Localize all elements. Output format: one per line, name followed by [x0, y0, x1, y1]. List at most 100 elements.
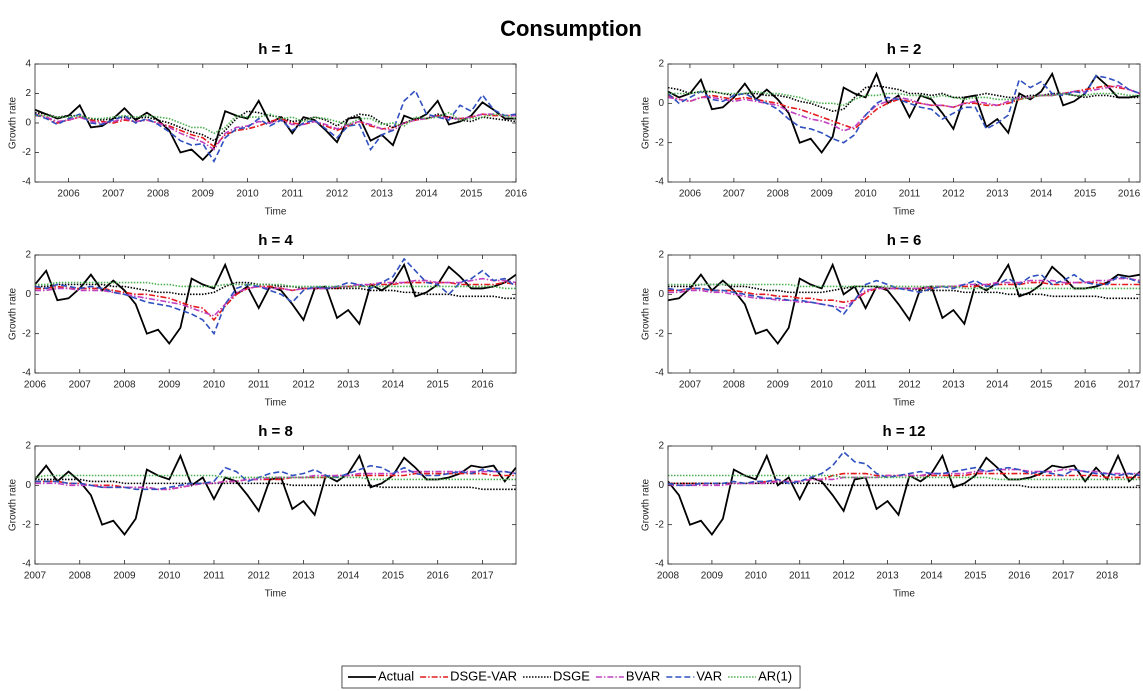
plot-area	[668, 64, 1140, 182]
legend-box	[341, 665, 801, 689]
series-line	[668, 450, 1140, 487]
y-tick-label: -2	[655, 328, 664, 339]
x-tick-label: 2009	[811, 189, 834, 200]
plot-frame	[667, 254, 1141, 374]
x-tick-label: 2008	[723, 380, 746, 391]
legend-label: VAR	[696, 668, 722, 683]
y-tick-label: -2	[655, 137, 664, 148]
x-axis-label: Time	[265, 589, 287, 600]
y-tick-label: -4	[655, 559, 664, 570]
series-line	[35, 474, 516, 481]
series-line	[668, 84, 1140, 113]
series-line	[668, 74, 1140, 144]
x-axis-label: Time	[893, 589, 915, 600]
x-tick-label: 2014	[986, 380, 1009, 391]
x-tick-label: 2011	[203, 571, 225, 582]
x-tick-label: 2015	[427, 380, 450, 391]
y-tick-label: 2	[658, 441, 664, 452]
x-tick-label: 2011	[789, 571, 811, 582]
legend-label: DSGE-VAR	[450, 668, 517, 683]
y-tick-label: 4	[25, 59, 31, 70]
y-tick-label: 0	[658, 480, 664, 491]
y-tick-label: 0	[658, 98, 664, 109]
x-tick-label: 2015	[1074, 189, 1097, 200]
y-tick-label: -2	[22, 147, 31, 158]
series-line	[35, 111, 516, 135]
x-tick-label: 2012	[292, 380, 315, 391]
y-tick-label: -4	[22, 559, 31, 570]
series-line	[668, 273, 1140, 316]
y-tick-label: 2	[25, 250, 31, 261]
x-tick-label: 2016	[471, 380, 494, 391]
x-tick-label: 2010	[236, 189, 259, 200]
plot-area	[668, 446, 1140, 564]
series-line	[35, 464, 516, 491]
series-line	[668, 262, 1140, 346]
x-tick-label: 2013	[986, 189, 1009, 200]
plot-frame	[667, 63, 1141, 183]
x-tick-label: 2011	[248, 380, 270, 391]
x-tick-label: 2008	[767, 189, 790, 200]
series-line	[668, 90, 1140, 107]
plot-frame	[667, 445, 1141, 565]
series-line	[35, 453, 516, 536]
x-tick-label: 2006	[57, 189, 80, 200]
x-axis-label: Time	[265, 207, 287, 218]
x-tick-label: 2009	[158, 380, 181, 391]
x-tick-label: 2006	[679, 189, 702, 200]
x-tick-label: 2011	[899, 189, 921, 200]
x-tick-label: 2014	[1030, 189, 1053, 200]
y-tick-label: -2	[22, 328, 31, 339]
series-line	[668, 482, 1140, 489]
x-tick-label: 2016	[505, 189, 528, 200]
x-tick-label: 2008	[69, 571, 92, 582]
y-axis-label: Growth rate	[8, 478, 19, 531]
x-tick-label: 2016	[1074, 380, 1097, 391]
x-tick-label: 2015	[460, 189, 483, 200]
y-tick-label: -4	[22, 177, 31, 188]
x-tick-label: 2009	[767, 380, 790, 391]
y-tick-label: 0	[658, 289, 664, 300]
legend-label: BVAR	[626, 668, 660, 683]
series-line	[35, 472, 516, 491]
x-tick-label: 2011	[282, 189, 304, 200]
x-tick-label: 2013	[371, 189, 394, 200]
x-tick-label: 2012	[248, 571, 271, 582]
y-tick-label: 0	[25, 118, 31, 129]
y-axis-label: Growth rate	[641, 96, 652, 149]
x-tick-label: 2013	[337, 380, 360, 391]
x-tick-label: 2007	[24, 571, 47, 582]
y-tick-label: 0	[25, 289, 31, 300]
x-tick-label: 2006	[24, 380, 47, 391]
x-tick-label: 2015	[1030, 380, 1053, 391]
panel-title: h = 12	[883, 423, 926, 440]
x-axis-label: Time	[265, 398, 287, 409]
x-tick-label: 2011	[855, 380, 877, 391]
x-tick-label: 2012	[833, 571, 856, 582]
y-tick-label: -4	[22, 368, 31, 379]
x-tick-label: 2014	[920, 571, 943, 582]
x-tick-label: 2008	[657, 571, 680, 582]
x-tick-label: 2007	[69, 380, 92, 391]
series-line	[668, 283, 1140, 290]
x-tick-label: 2010	[854, 189, 877, 200]
y-axis-label: Growth rate	[8, 96, 19, 149]
x-tick-label: 2012	[898, 380, 921, 391]
x-tick-label: 2013	[942, 380, 965, 391]
panel-title: h = 2	[887, 41, 922, 58]
panel-title: h = 1	[258, 41, 293, 58]
legend-label: DSGE	[553, 668, 590, 683]
panel-title: h = 4	[258, 232, 293, 249]
figure-title: Consumption	[500, 16, 642, 41]
x-tick-label: 2010	[745, 571, 768, 582]
x-tick-label: 2009	[192, 189, 215, 200]
series-line	[35, 478, 516, 491]
series-line	[668, 474, 1140, 481]
x-tick-label: 2014	[337, 571, 360, 582]
x-tick-label: 2013	[876, 571, 899, 582]
series-line	[668, 277, 1140, 309]
series-line	[35, 281, 516, 290]
x-tick-label: 2018	[1096, 571, 1119, 582]
